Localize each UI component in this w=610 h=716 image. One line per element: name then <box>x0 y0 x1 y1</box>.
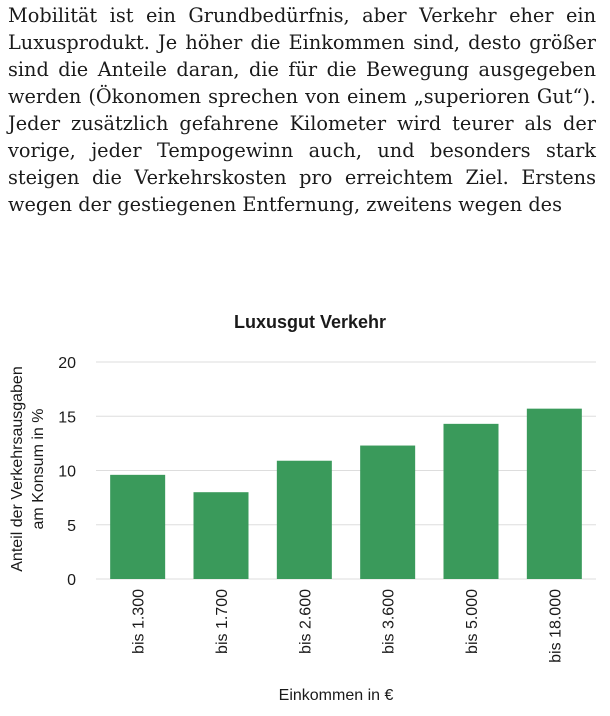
x-tick-label: bis 1.700 <box>214 589 231 654</box>
y-tick-label: 20 <box>58 355 76 372</box>
x-tick-label: bis 5.000 <box>464 589 481 654</box>
bar-chart: Luxusgut Verkehr 0 5 10 15 20 bis 1.300 bis 1… <box>0 300 610 711</box>
bar <box>193 492 249 579</box>
chart-title: Luxusgut Verkehr <box>234 312 386 332</box>
y-tick-label: 10 <box>58 464 76 481</box>
gridlines <box>96 361 596 580</box>
x-axis-label: Einkommen in € <box>279 687 394 704</box>
y-tick-label: 5 <box>67 518 76 535</box>
x-tick-label: bis 3.600 <box>381 589 398 654</box>
bar <box>443 423 499 579</box>
bar <box>360 445 416 579</box>
bar <box>276 460 332 579</box>
x-tick-label: bis 1.300 <box>131 589 148 654</box>
bars <box>110 408 582 579</box>
x-tick-labels: bis 1.300 bis 1.700 bis 2.600 bis 3.600 bis … <box>131 589 565 663</box>
y-tick-label: 15 <box>58 409 76 426</box>
y-tick-labels: 0 5 10 15 20 <box>58 355 76 589</box>
x-tick-label: bis 18.000 <box>547 589 564 663</box>
y-tick-label: 0 <box>67 572 76 589</box>
y-axis-label-line1: Anteil der Verkehrsausgaben <box>9 366 26 571</box>
body-paragraph: Mobilität ist ein Grundbedürfnis, aber V… <box>8 4 596 216</box>
y-axis-label-line2: am Konsum in % <box>30 409 47 530</box>
x-tick-label: bis 2.600 <box>297 589 314 654</box>
bar <box>526 408 582 579</box>
bar <box>110 474 166 579</box>
